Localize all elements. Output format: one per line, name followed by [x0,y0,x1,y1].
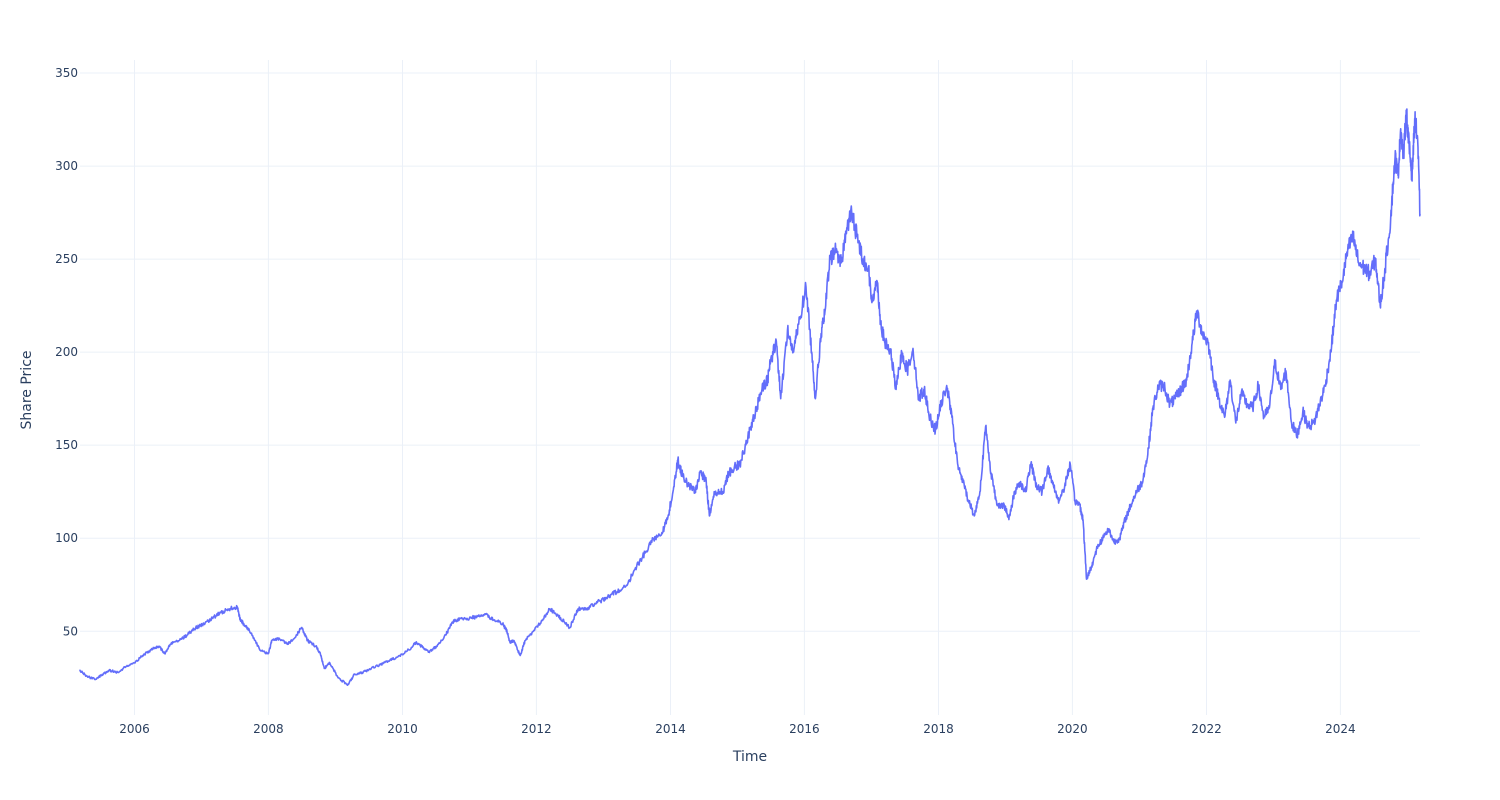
x-tick-label: 2016 [789,722,820,736]
y-tick-label: 100 [55,531,78,545]
y-tick-label: 150 [55,438,78,452]
y-tick-label: 250 [55,252,78,266]
y-tick-label: 350 [55,66,78,80]
x-tick-label: 2020 [1057,722,1088,736]
y-tick-label: 50 [63,624,78,638]
y-tick-label: 200 [55,345,78,359]
y-tick-label: 300 [55,159,78,173]
x-tick-label: 2012 [521,722,552,736]
x-tick-label: 2018 [923,722,954,736]
price-line [79,108,1421,686]
series-layer [79,108,1421,686]
x-tick-label: 2022 [1191,722,1222,736]
x-gridlines [133,60,1341,715]
x-tick-label: 2010 [387,722,418,736]
x-tick-label: 2024 [1325,722,1356,736]
y-tick-labels: 50 100 150 200 250 300 350 [55,66,78,638]
y-axis-title: Share Price [19,350,35,429]
x-tick-label: 2006 [119,722,150,736]
x-tick-labels: 2006 2008 2010 2012 2014 2016 2018 2020 2022 2024 [119,722,1355,736]
x-tick-label: 2014 [655,722,686,736]
x-axis-title: Time [732,749,767,765]
x-tick-label: 2008 [253,722,284,736]
